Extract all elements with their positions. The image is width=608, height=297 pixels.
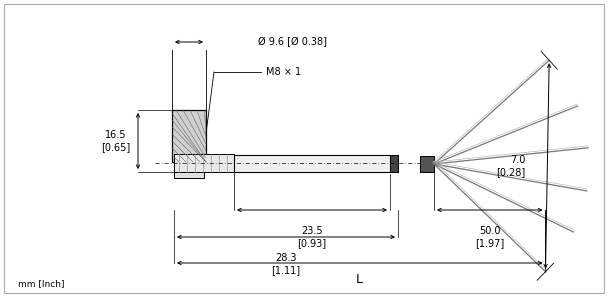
Text: Ø 9.6 [Ø 0.38]: Ø 9.6 [Ø 0.38]	[258, 37, 327, 47]
Bar	[174, 162, 204, 178]
Text: mm [Inch]: mm [Inch]	[18, 279, 64, 288]
Bar	[172, 110, 206, 162]
Bar	[234, 155, 390, 172]
Bar	[420, 156, 434, 172]
Bar	[174, 154, 234, 172]
Bar	[172, 110, 206, 162]
Text: 28.3
[1.11]: 28.3 [1.11]	[271, 253, 300, 275]
Text: 7.0
[0.28]: 7.0 [0.28]	[496, 155, 525, 177]
Text: L: L	[356, 273, 363, 286]
Text: 16.5
[0.65]: 16.5 [0.65]	[102, 130, 131, 152]
Text: 23.5
[0.93]: 23.5 [0.93]	[297, 226, 326, 248]
Bar	[390, 155, 398, 172]
Text: M8 × 1: M8 × 1	[266, 67, 301, 77]
Text: 50.0
[1.97]: 50.0 [1.97]	[475, 226, 505, 248]
